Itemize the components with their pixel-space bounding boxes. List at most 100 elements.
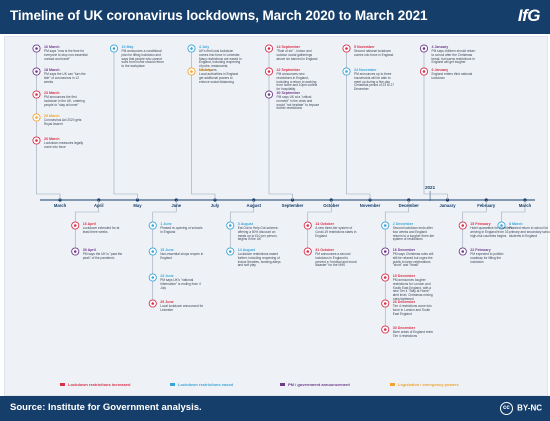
event-leader [307,200,332,222]
event-dot [151,276,155,279]
legend-swatch [170,383,175,387]
event-jul4: 4 July UK's first local lockdown comes in… [199,45,243,73]
legend-item: Lockdown restrictions eased [170,382,233,387]
event-description: PM announces tougher restrictions for Lo… [392,277,433,302]
event-date: 14 August [237,248,255,252]
event-description: Local authorities in England get additio… [199,71,239,84]
event-mar25: 25 March Coronavirus Act 2020 gets Royal … [44,114,88,127]
event-dot [345,70,348,73]
event-may10: 10 May PM announces a conditional plan fo… [122,45,166,69]
event-description: Phased re-opening of schools in England [160,225,203,234]
event-feb22: 22 February PM expected to publish roadma… [470,248,514,264]
event-date: 30 September [276,91,301,95]
event-date: 23 June [160,274,174,278]
event-dot [383,224,387,227]
event-jun23: 23 June PM says UK's "national hibernatio… [160,274,204,290]
event-date: 30 December [392,326,416,330]
event-dec26: 26 December Tier 4 restrictions come into… [393,300,437,316]
event-dec19: 19 December PM announces tougher restrict… [393,274,437,302]
month-label: July [210,203,220,208]
ifg-logo: IfG [517,6,541,25]
event-dot [422,70,426,73]
event-dot [500,224,503,227]
event-date: 23 March [44,91,60,95]
event-dot [112,47,116,50]
event-leader [423,75,448,200]
event-description: "Rule of six" - indoor and outdoor socia… [276,48,318,61]
event-leader [152,200,177,222]
event-leader [462,200,487,222]
legend-swatch [280,383,285,387]
event-date: 22 February [470,248,491,252]
event-description: Hotel quarantine for travellers arriving… [470,225,513,238]
event-dot [190,47,193,50]
event-date: 5 November [354,45,375,49]
event-jan4: 4 January PM says children should return … [432,45,476,65]
event-dot [383,250,387,253]
month-label: April [93,203,104,208]
event-oct14: 14 October A new three-tier system of Cov… [315,222,359,238]
event-date: 6 January [431,68,449,72]
event-mar18: 18 March PM says the UK can "turn the tid… [44,68,88,84]
event-date: 31 October [315,248,335,252]
event-description: Eat Out to Help Out scheme, offering a 5… [237,225,279,242]
event-apr16: 16 April Lockdown extended for at least t… [83,222,127,235]
event-description: PM announces a second lockdown in Englan… [315,251,357,268]
event-nov24: 24 November PM announces up to three hous… [354,68,398,92]
event-aug14: 14 August Lockdown restrictions eased fur… [238,248,282,268]
event-leader [113,52,138,200]
event-description: PM says the UK can "turn the tide" of co… [44,71,86,84]
event-date: 14 September [276,45,301,49]
event-jul18: 18 July Local authorities in England get … [199,68,243,84]
event-date: 2 December [392,222,414,226]
event-dot [383,276,387,279]
event-description: PM says Christmas rules will still be re… [392,251,434,268]
creative-commons-icon: cc [499,402,513,415]
event-dot [461,224,465,227]
event-date: 15 June [160,248,174,252]
event-oct31: 31 October PM announces a second lockdown… [315,248,359,268]
event-dot [190,70,193,73]
licence-badge: cc BY-NC [499,402,542,415]
event-date: 15 February [470,222,491,226]
event-jun15: 15 June Non-essential shops reopen in Eng… [160,248,204,261]
title-bar: Timeline of UK coronavirus lockdowns, Ma… [0,0,550,34]
event-date: 3 August [237,222,253,226]
event-dot [73,250,77,253]
event-sep14: 14 September "Rule of six" - indoor and o… [277,45,321,61]
event-dot [151,250,155,253]
month-label: May [133,203,142,208]
legend-swatch [390,383,395,387]
event-date: 4 July [199,45,210,49]
event-dot [151,224,155,227]
year-label: 2021 [425,185,436,190]
month-label: August [246,203,261,208]
event-dot [383,328,387,331]
event-description: PM announces up to three households will… [354,71,395,92]
month-label: February [477,203,496,208]
event-dec30: 30 December More areas of England enter T… [393,326,437,339]
month-label: December [398,203,419,208]
event-description: PM announces the first lockdown in the U… [44,94,85,107]
event-description: Tier 4 restrictions come into force in L… [392,303,432,316]
event-leader [501,200,526,222]
event-dot [228,250,232,253]
month-label: January [439,203,456,208]
event-description: Lockdown restrictions eased further, inc… [237,251,281,268]
event-date: 1 June [160,222,172,226]
event-description: England enters third national lockdown [431,71,473,80]
legend-item: Lockdown restrictions increased [60,382,130,387]
event-feb15: 15 February Hotel quarantine for travelle… [470,222,514,238]
event-description: Coronavirus Act 2020 gets Royal Assent [44,117,82,126]
event-date: 26 March [44,137,60,141]
event-date: 30 April [82,248,96,252]
event-sep22: 22 September PM announces new restriction… [277,68,321,92]
event-dot [35,116,38,119]
legend-label: Lockdown restrictions eased [178,382,234,387]
event-leader [74,200,100,222]
event-date: 22 September [276,68,301,72]
footer-bar: Source: Institute for Government analysi… [0,396,550,421]
legend-label: Legislation / emergency powers [398,382,459,387]
event-description: Second lockdown ends after four weeks an… [392,225,435,242]
